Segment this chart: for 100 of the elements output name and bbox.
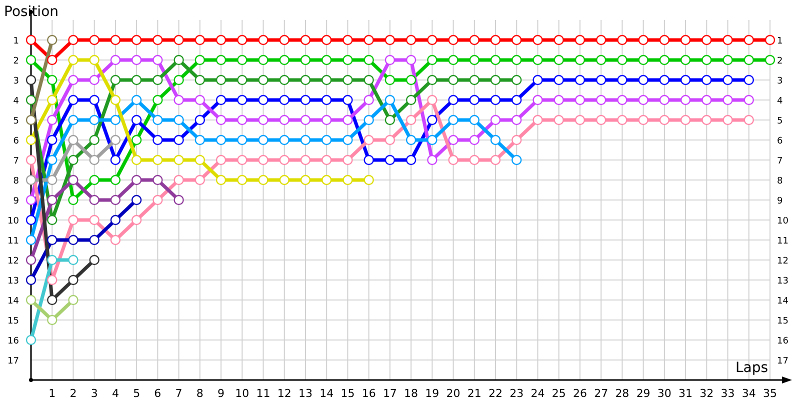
y2-tick-label: 10 bbox=[777, 216, 789, 226]
point bbox=[174, 174, 184, 186]
point bbox=[764, 34, 776, 46]
y-tick-label: 14 bbox=[8, 296, 20, 306]
x-tick-label: 3 bbox=[90, 387, 98, 400]
y-tick-label: 6 bbox=[13, 136, 20, 146]
point bbox=[448, 54, 458, 66]
y-tick-label: 2 bbox=[13, 56, 19, 66]
point bbox=[279, 174, 290, 186]
point bbox=[216, 94, 226, 106]
point bbox=[364, 134, 374, 146]
point bbox=[216, 154, 226, 166]
point bbox=[342, 114, 353, 126]
point bbox=[680, 54, 691, 66]
point bbox=[512, 94, 522, 106]
point bbox=[638, 34, 648, 46]
x-tick-label: 18 bbox=[404, 387, 418, 400]
x-tick-label: 24 bbox=[530, 387, 545, 400]
point bbox=[237, 34, 248, 46]
point bbox=[68, 194, 78, 206]
point bbox=[68, 154, 78, 166]
point bbox=[322, 94, 332, 106]
point bbox=[26, 194, 36, 206]
point bbox=[68, 34, 78, 46]
point bbox=[427, 94, 438, 106]
point bbox=[744, 74, 754, 86]
point bbox=[152, 114, 163, 126]
x-tick-label: 19 bbox=[425, 387, 440, 400]
point bbox=[68, 294, 78, 306]
point bbox=[617, 94, 628, 106]
point bbox=[26, 214, 36, 226]
point bbox=[89, 154, 100, 166]
point bbox=[68, 174, 78, 186]
x-tick-label: 27 bbox=[594, 387, 608, 400]
point bbox=[131, 134, 142, 146]
point bbox=[152, 194, 163, 206]
point bbox=[89, 254, 100, 266]
point bbox=[702, 114, 712, 126]
point bbox=[764, 54, 776, 66]
y2-tick-label: 2 bbox=[777, 56, 783, 66]
point bbox=[279, 114, 290, 126]
point bbox=[174, 74, 184, 86]
point bbox=[194, 154, 206, 166]
point bbox=[194, 174, 206, 186]
x-tick-label: 13 bbox=[298, 387, 312, 400]
point bbox=[26, 274, 36, 286]
point bbox=[532, 114, 543, 126]
point bbox=[680, 74, 691, 86]
y2-tick-label: 3 bbox=[777, 76, 783, 86]
point bbox=[342, 174, 353, 186]
y-tick-label: 3 bbox=[13, 76, 19, 86]
point bbox=[300, 34, 311, 46]
point bbox=[596, 54, 606, 66]
point bbox=[68, 134, 78, 146]
point bbox=[237, 174, 248, 186]
point bbox=[279, 154, 290, 166]
point bbox=[574, 114, 586, 126]
point bbox=[110, 94, 121, 106]
point bbox=[364, 74, 374, 86]
point bbox=[702, 74, 712, 86]
point bbox=[26, 34, 36, 46]
point bbox=[617, 34, 628, 46]
y-tick-label: 5 bbox=[13, 116, 19, 126]
point bbox=[194, 54, 206, 66]
point bbox=[258, 114, 268, 126]
point bbox=[512, 134, 522, 146]
point bbox=[47, 54, 58, 66]
point bbox=[47, 314, 58, 326]
point bbox=[322, 54, 332, 66]
point bbox=[659, 74, 670, 86]
x-tick-label: 4 bbox=[112, 387, 119, 400]
point bbox=[512, 34, 522, 46]
point bbox=[659, 54, 670, 66]
point bbox=[342, 74, 353, 86]
point bbox=[532, 74, 543, 86]
point bbox=[194, 94, 206, 106]
y2-tick-label: 9 bbox=[777, 196, 783, 206]
x-tick-label: 6 bbox=[154, 387, 162, 400]
point bbox=[131, 94, 142, 106]
point bbox=[216, 114, 226, 126]
point bbox=[406, 94, 416, 106]
point bbox=[26, 334, 36, 346]
point bbox=[300, 54, 311, 66]
point bbox=[532, 34, 543, 46]
x-tick-label: 9 bbox=[218, 387, 225, 400]
point bbox=[554, 74, 564, 86]
point bbox=[216, 34, 226, 46]
point bbox=[26, 174, 36, 186]
point bbox=[89, 34, 100, 46]
x-tick-label: 26 bbox=[572, 387, 587, 400]
x-tick-label: 35 bbox=[763, 387, 777, 400]
point bbox=[258, 34, 268, 46]
point bbox=[279, 94, 290, 106]
point bbox=[110, 34, 121, 46]
point bbox=[237, 94, 248, 106]
point bbox=[384, 54, 396, 66]
point bbox=[448, 134, 458, 146]
point bbox=[237, 134, 248, 146]
point bbox=[47, 194, 58, 206]
point bbox=[322, 174, 332, 186]
